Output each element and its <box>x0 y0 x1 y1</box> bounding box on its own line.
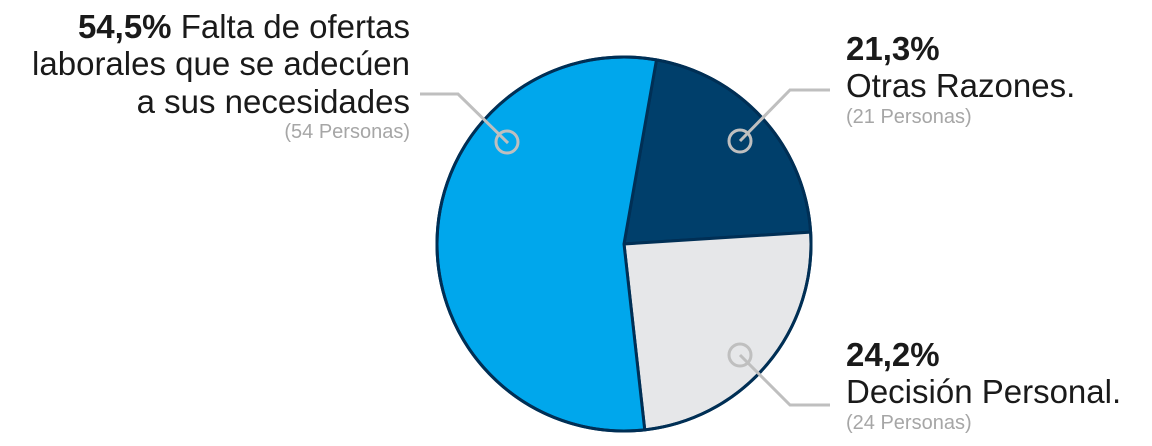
slice-percent: 24,2% <box>846 336 940 373</box>
slice-count: (54 Personas) <box>284 120 410 143</box>
slice-percent: 21,3% <box>846 30 940 67</box>
leader-marker-topright <box>727 128 753 154</box>
pie-outline <box>435 55 813 433</box>
pie-slice-1 <box>622 230 813 432</box>
leader-marker-left <box>494 129 520 155</box>
slice-label-line: Otras Razones. <box>846 67 1076 105</box>
slice-label-falta-de-ofertas: 54,5% Falta de ofertas laborales que se … <box>0 8 410 144</box>
leader-line-bottomright <box>738 353 830 407</box>
slice-count: (24 Personas) <box>846 411 972 434</box>
slice-percent: 54,5% <box>77 8 172 45</box>
slice-label-decision-personal: 24,2% Decisión Personal. (24 Personas) <box>846 336 1121 435</box>
slice-label-line: Decisión Personal. <box>846 373 1122 411</box>
pie-slice-2 <box>435 55 658 433</box>
slice-label-otras-razones: 21,3% Otras Razones. (21 Personas) <box>846 30 1075 129</box>
leader-marker-bottomright <box>727 342 753 368</box>
slice-label-line: Falta de ofertas <box>171 8 410 45</box>
slice-label-line: laborales que se adecúen <box>32 45 410 83</box>
slice-count: (21 Personas) <box>846 105 972 128</box>
leader-line-topright <box>738 88 830 143</box>
slice-label-line: a sus necesidades <box>136 82 410 120</box>
leader-line-left <box>420 92 510 145</box>
